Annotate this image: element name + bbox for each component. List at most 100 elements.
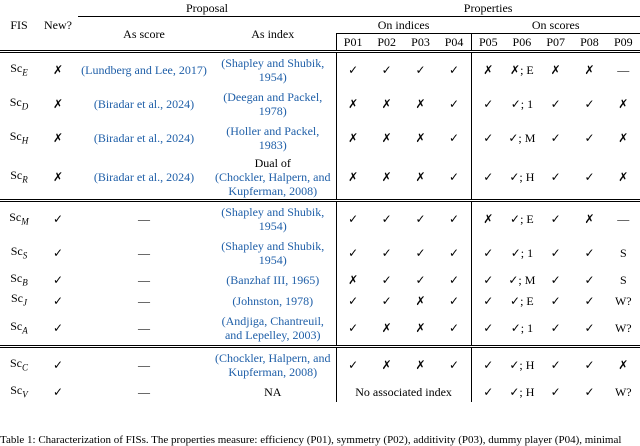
index-cell: NA bbox=[210, 382, 336, 402]
prop-cell: ✓; H bbox=[509, 170, 535, 184]
new-cell: ✓ bbox=[52, 293, 64, 308]
prop-cell: S bbox=[619, 246, 627, 260]
index-cell: (Deegan and Packel, 1978) bbox=[210, 87, 336, 121]
prop-cell: ✓ bbox=[335, 344, 370, 382]
prop-cell: ✗ bbox=[335, 121, 370, 155]
index-cell: (Shapley and Shubik, 1954) bbox=[210, 236, 336, 270]
score-ref: — bbox=[138, 320, 150, 335]
prop-cell: ✓ bbox=[415, 273, 426, 288]
prop-cell: ✗ bbox=[381, 320, 392, 335]
fis-sub: S bbox=[22, 250, 28, 261]
prop-cell: ✓ bbox=[470, 121, 505, 155]
score-ref[interactable]: (Biradar et al., 2024) bbox=[93, 131, 195, 145]
prop-cell: ✗ bbox=[572, 50, 607, 87]
fis-sub: A bbox=[22, 324, 28, 335]
fis-name: Sc bbox=[10, 60, 23, 75]
index-ref[interactable]: (Deegan and Packel, 1978) bbox=[223, 90, 323, 118]
prop-cell: ✓ bbox=[550, 384, 561, 399]
header-fis: FIS bbox=[10, 18, 28, 32]
new-cell: ✓ bbox=[52, 384, 64, 399]
prop-cell: ✓ bbox=[437, 344, 472, 382]
prop-cell: — bbox=[606, 199, 640, 236]
prop-cell: ✓ bbox=[470, 310, 505, 347]
score-ref[interactable]: (Biradar et al., 2024) bbox=[93, 97, 195, 111]
prop-cell: ✓ bbox=[449, 293, 460, 308]
score-cell: (Lundberg and Lee, 2017) bbox=[78, 50, 210, 87]
prop-cell: S bbox=[619, 273, 627, 288]
fis-sub: M bbox=[21, 216, 29, 227]
index-ref[interactable]: (Shapley and Shubik, 1954) bbox=[221, 56, 325, 84]
prop-cell: ✓ bbox=[470, 155, 505, 201]
index-ref[interactable]: (Banzhaf III, 1965) bbox=[226, 273, 320, 288]
score-cell: — bbox=[78, 311, 210, 347]
new-cell: ✓ bbox=[38, 344, 78, 382]
prop-cell: ✓; M bbox=[508, 273, 536, 288]
index-ref[interactable]: (Johnston, 1978) bbox=[232, 293, 314, 308]
table-row: ScH ✗ (Biradar et al., 2024) (Holler and Pa… bbox=[0, 121, 640, 155]
prop-cell: ✓; 1 bbox=[510, 320, 534, 335]
header-prop: P08 bbox=[572, 33, 607, 52]
fis-sub: R bbox=[22, 174, 28, 185]
index-ref[interactable]: (Shapley and Shubik, 1954) bbox=[221, 239, 325, 267]
prop-cell: ✗ bbox=[538, 50, 573, 87]
score-ref[interactable]: (Lundberg and Lee, 2017) bbox=[81, 63, 207, 77]
fis-name: Sc bbox=[10, 382, 23, 397]
fis-sub: E bbox=[22, 67, 28, 78]
score-cell: — bbox=[78, 344, 210, 382]
index-ref[interactable]: (Chockler, Halpern, and Kupferman, 2008) bbox=[215, 170, 331, 198]
prop-cell: ✗ bbox=[335, 270, 370, 291]
prop-cell: — bbox=[606, 50, 640, 87]
prop-cell: ✗ bbox=[403, 344, 438, 382]
prop-cell: ✗ bbox=[470, 50, 505, 87]
prop-cell: ✗ bbox=[606, 344, 640, 382]
new-cell: ✗ bbox=[38, 50, 78, 87]
fis-cell: ScV bbox=[0, 382, 38, 402]
prop-cell: ✓ bbox=[470, 290, 505, 311]
header-on-scores: On scores bbox=[471, 16, 640, 34]
score-ref: — bbox=[138, 212, 150, 226]
caption: Table 1: Characterization of FISs. The p… bbox=[0, 434, 622, 446]
prop-cell: ✓; 1 bbox=[510, 97, 534, 111]
new-cell: ✓ bbox=[52, 273, 64, 288]
prop-cell: ✓ bbox=[437, 199, 472, 236]
prop-cell: ✓; 1 bbox=[510, 246, 534, 260]
prop-cell: ✓; M bbox=[508, 131, 536, 145]
fis-cell: ScD bbox=[0, 87, 38, 121]
score-cell: — bbox=[78, 199, 210, 236]
index-ref[interactable]: (Holler and Packel, 1983) bbox=[226, 124, 320, 152]
score-ref: — bbox=[138, 246, 150, 260]
index-cell: (Shapley and Shubik, 1954) bbox=[210, 199, 336, 236]
index-ref[interactable]: (Shapley and Shubik, 1954) bbox=[221, 205, 325, 233]
fis-sub: H bbox=[21, 135, 29, 146]
index-ref[interactable]: (Chockler, Halpern, and Kupferman, 2008) bbox=[215, 350, 331, 379]
prop-cell: ✓ bbox=[403, 50, 438, 87]
prop-cell: ✗; E bbox=[504, 50, 539, 87]
header-prop: P06 bbox=[504, 33, 539, 52]
fis-cell: ScJ bbox=[0, 290, 38, 310]
prop-cell: ✓ bbox=[470, 270, 505, 291]
header-proposal: Proposal bbox=[78, 0, 336, 17]
header-on-indices: On indices bbox=[336, 16, 472, 34]
fis-name: Sc bbox=[10, 271, 23, 285]
score-ref: — bbox=[138, 293, 150, 308]
header-prop: P02 bbox=[369, 33, 404, 52]
score-ref[interactable]: (Biradar et al., 2024) bbox=[93, 170, 195, 184]
new-cell: ✗ bbox=[52, 131, 64, 145]
prop-cell: ✓ bbox=[335, 290, 370, 311]
prop-cell: ✓ bbox=[550, 273, 561, 288]
props-text: No associated index bbox=[335, 381, 472, 403]
score-cell: (Biradar et al., 2024) bbox=[78, 121, 210, 155]
prop-cell: ✓ bbox=[470, 381, 505, 403]
prop-cell: ✓; H bbox=[509, 384, 535, 399]
header-prop: P05 bbox=[470, 33, 505, 52]
score-cell: — bbox=[78, 270, 210, 290]
header-prop: P01 bbox=[335, 33, 370, 52]
prop-cell: ✓ bbox=[449, 97, 460, 111]
index-ref[interactable]: (Andjiga, Chantreuil, and Lepelley, 2003… bbox=[221, 313, 324, 342]
prop-cell: W? bbox=[614, 320, 632, 335]
score-ref: — bbox=[138, 357, 150, 372]
prop-cell: ✓ bbox=[584, 320, 595, 335]
prop-cell: ✓ bbox=[550, 170, 561, 184]
table-row: ScV ✓ — NA No associated index ✓ ✓; H ✓ ✓ W? bbox=[0, 381, 640, 403]
